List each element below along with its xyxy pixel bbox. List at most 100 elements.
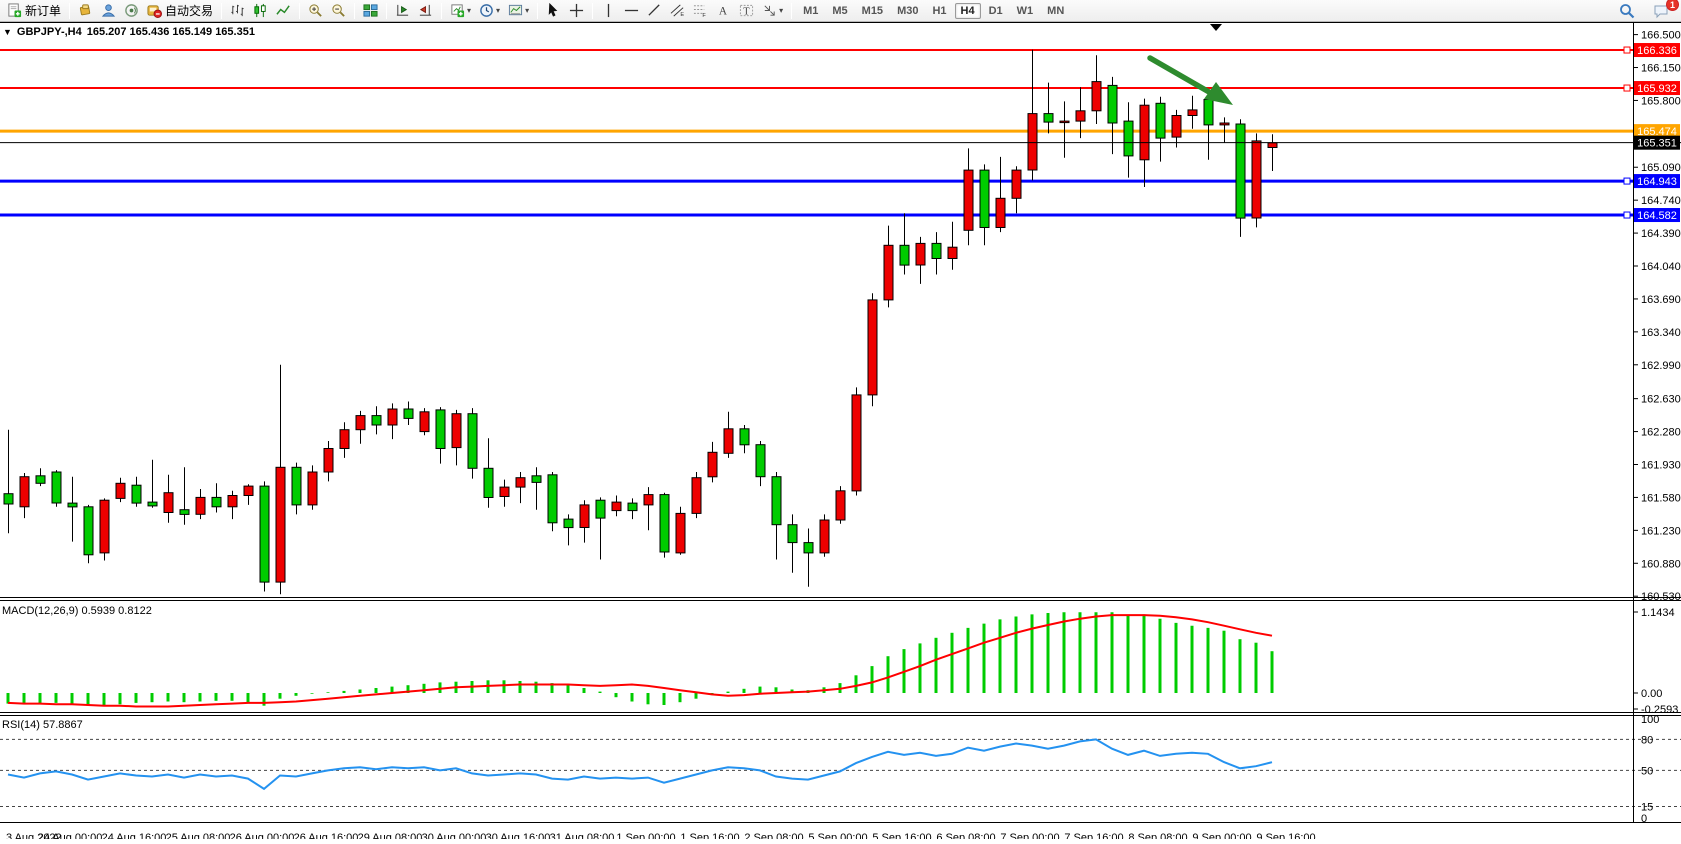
toolbar-chart-bars-button[interactable] <box>226 1 249 21</box>
chart-window[interactable]: 3 Aug 2022 24 Aug 00:00 24 Aug 16:00 25 Aug… <box>0 22 1681 844</box>
time-axis-label[interactable]: 7 Sep 00:00 <box>1000 832 1059 844</box>
macd-axis-label[interactable]: -0.2593 <box>1641 704 1678 716</box>
time-axis-label[interactable]: 7 Sep 16:00 <box>1064 832 1123 844</box>
toolbar-market-watch-button[interactable] <box>74 1 97 21</box>
time-axis-label[interactable]: 6 Sep 08:00 <box>936 832 995 844</box>
chart-shift-icon <box>418 3 433 18</box>
timeframe-M15-button[interactable]: M15 <box>861 4 884 17</box>
price-axis-label[interactable]: 163.340 <box>1641 327 1681 339</box>
bull-candle <box>947 246 958 259</box>
time-axis-label[interactable]: 30 Aug 00:00 <box>422 832 487 844</box>
toolbar-new-order-button[interactable]: 新订单 <box>3 1 65 21</box>
toolbar-arrows-button[interactable]: ▾ <box>758 1 787 21</box>
price-axis-label[interactable]: 162.630 <box>1641 394 1681 406</box>
toolbar-community-button[interactable] <box>97 1 120 21</box>
toolbar-zoom-out-button[interactable] <box>327 1 350 21</box>
toolbar-cursor-button[interactable] <box>542 1 565 21</box>
chart-ohlc-header: ▼ GBPJPY-,H4 165.207 165.436 165.149 165… <box>3 26 255 38</box>
time-axis-label[interactable]: 26 Aug 16:00 <box>294 832 359 844</box>
svg-text:T: T <box>743 6 750 17</box>
toolbar-new-chart-button[interactable]: ▾ <box>446 1 475 21</box>
rsi-axis-label[interactable]: 0 <box>1641 813 1647 825</box>
timeframe-W1-button[interactable]: W1 <box>1016 4 1034 17</box>
timeframe-MN-button[interactable]: MN <box>1047 4 1065 17</box>
chart-shift-marker[interactable] <box>1210 24 1222 31</box>
rsi-axis-label[interactable]: 100 <box>1641 714 1659 726</box>
toolbar-autotrading-button[interactable]: 自动交易 <box>143 1 217 21</box>
time-axis-label[interactable]: 24 Aug 16:00 <box>102 832 167 844</box>
price-axis-label[interactable]: 165.800 <box>1641 95 1681 107</box>
line-drag-handle[interactable] <box>1623 177 1631 185</box>
time-axis-label[interactable]: 1 Sep 00:00 <box>616 832 675 844</box>
price-axis-label[interactable]: 166.500 <box>1641 30 1681 42</box>
timeframe-M1-button[interactable]: M1 <box>803 4 819 17</box>
rsi-axis-label[interactable]: 15 <box>1641 802 1653 814</box>
toolbar-chart-line-button[interactable] <box>272 1 295 21</box>
toolbar-templates-button[interactable]: ▾ <box>504 1 533 21</box>
price-axis-label[interactable]: 164.040 <box>1641 261 1681 273</box>
line-drag-handle[interactable] <box>1623 84 1631 92</box>
green-arrow-annotation[interactable] <box>1147 55 1233 105</box>
price-axis-label[interactable]: 160.530 <box>1641 591 1681 603</box>
toolbar-crosshair-button[interactable] <box>565 1 588 21</box>
candlestick-series <box>3 49 1278 595</box>
time-axis-label[interactable]: 1 Sep 16:00 <box>680 832 739 844</box>
time-axis-label[interactable]: 25 Aug 08:00 <box>166 832 231 844</box>
toolbar-text-label-button[interactable]: T <box>735 1 758 21</box>
toolbar-search-button[interactable] <box>1615 1 1639 21</box>
price-axis-label[interactable]: 164.740 <box>1641 195 1681 207</box>
toolbar-fibonacci-button[interactable]: F <box>689 1 712 21</box>
toolbar-tile-windows-button[interactable] <box>359 1 382 21</box>
toolbar-trendline-button[interactable] <box>643 1 666 21</box>
time-axis-label[interactable]: 9 Sep 00:00 <box>1192 832 1251 844</box>
toolbar-auto-scroll-button[interactable] <box>391 1 414 21</box>
bear-candle <box>1107 84 1118 124</box>
bull-candle <box>883 244 894 301</box>
price-axis-label[interactable]: 162.990 <box>1641 360 1681 372</box>
price-axis-label[interactable]: 160.880 <box>1641 558 1681 570</box>
time-axis-label[interactable]: 26 Aug 00:00 <box>230 832 295 844</box>
price-axis-label[interactable]: 165.090 <box>1641 162 1681 174</box>
line-drag-handle[interactable] <box>1623 211 1631 219</box>
timeframe-M30-button[interactable]: M30 <box>897 4 919 17</box>
macd-axis-label[interactable]: 1.1434 <box>1641 607 1675 619</box>
time-axis-label[interactable]: 5 Sep 00:00 <box>808 832 867 844</box>
price-axis-label[interactable]: 164.390 <box>1641 228 1681 240</box>
toolbar-zoom-in-button[interactable] <box>304 1 327 21</box>
price-axis-label[interactable]: 161.580 <box>1641 492 1681 504</box>
toolbar-chart-candles-button[interactable] <box>249 1 272 21</box>
time-axis-label[interactable]: 2 Sep 08:00 <box>744 832 803 844</box>
toolbar-chart-shift-button[interactable] <box>414 1 437 21</box>
timeframe-H1-button[interactable]: H1 <box>932 4 947 17</box>
price-axis-label[interactable]: 161.230 <box>1641 525 1681 537</box>
price-axis-label[interactable]: 166.150 <box>1641 63 1681 75</box>
time-axis-label[interactable]: 29 Aug 08:00 <box>358 832 423 844</box>
toolbar-channel-button[interactable]: E <box>666 1 689 21</box>
time-axis-label[interactable]: 5 Sep 16:00 <box>872 832 931 844</box>
toolbar-chat-button[interactable]: 1 <box>1649 0 1679 21</box>
main-toolbar: 新订单 自动交易 ▾ ▾ ▾ E F A T ▾ M1 M5 M15 M30 H1 H4 D1 W1 MN 1 <box>0 0 1681 22</box>
timeframe-M5-button[interactable]: M5 <box>832 4 848 17</box>
time-axis-label[interactable]: 31 Aug 08:00 <box>550 832 615 844</box>
line-drag-handle[interactable] <box>1623 46 1631 54</box>
one-click-trading-arrow[interactable]: ▼ <box>3 27 12 37</box>
timeframe-H4-button[interactable]: H4 <box>954 2 981 19</box>
rsi-axis-label[interactable]: 50 <box>1641 765 1653 777</box>
time-axis-label[interactable]: 9 Sep 16:00 <box>1256 832 1315 844</box>
toolbar-vertical-line-button[interactable] <box>597 1 620 21</box>
price-axis-label[interactable]: 161.930 <box>1641 459 1681 471</box>
macd-axis-label[interactable]: 0.00 <box>1641 688 1662 700</box>
toolbar-signals-button[interactable] <box>120 1 143 21</box>
time-axis-label[interactable]: 8 Sep 08:00 <box>1128 832 1187 844</box>
time-axis-label[interactable]: 24 Aug 00:00 <box>38 832 103 844</box>
toolbar-periods-clock-button[interactable]: ▾ <box>475 1 504 21</box>
price-axis-label[interactable]: 163.690 <box>1641 294 1681 306</box>
toolbar-text-button[interactable]: A <box>712 1 735 21</box>
time-axis-label[interactable]: 30 Aug 16:00 <box>486 832 551 844</box>
time-axis-label[interactable]: 3 Aug 2022 <box>6 832 62 844</box>
rsi-axis-label[interactable]: 80 <box>1641 734 1653 746</box>
timeframe-D1-button[interactable]: D1 <box>988 4 1003 17</box>
price-axis-label[interactable]: 162.280 <box>1641 427 1681 439</box>
toolbar-horizontal-line-button[interactable] <box>620 1 643 21</box>
